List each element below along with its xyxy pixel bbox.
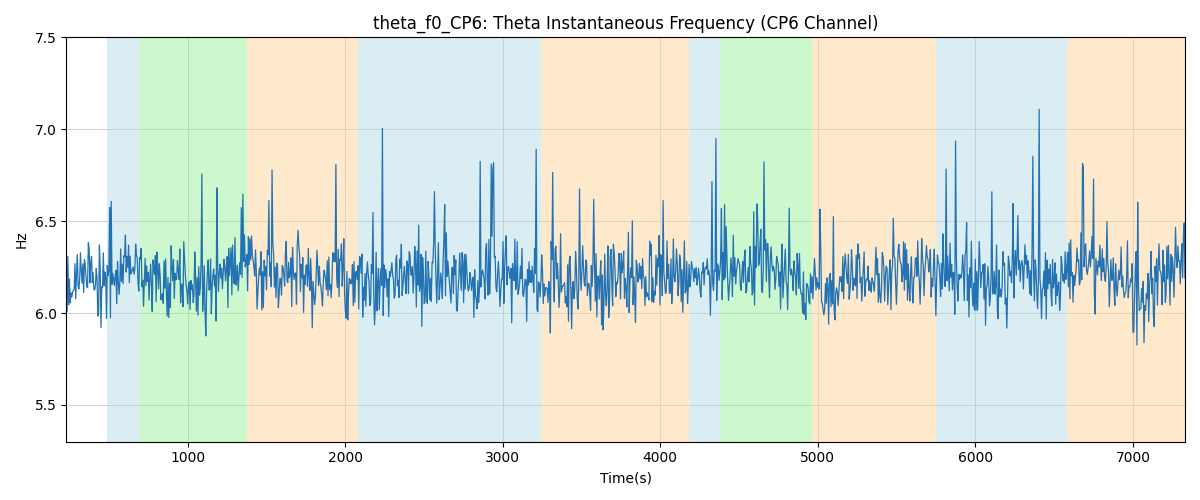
Bar [358, 38, 522, 442]
Bar [107, 38, 140, 442]
Bar [540, 38, 689, 442]
Bar [811, 38, 936, 442]
Bar [720, 38, 811, 442]
Bar [689, 38, 720, 442]
Y-axis label: Hz: Hz [16, 230, 29, 248]
Bar [247, 38, 358, 442]
Title: theta_f0_CP6: Theta Instantaneous Frequency (CP6 Channel): theta_f0_CP6: Theta Instantaneous Freque… [373, 15, 878, 34]
Bar [522, 38, 540, 442]
Bar [936, 38, 1067, 442]
X-axis label: Time(s): Time(s) [600, 471, 652, 485]
Bar [140, 38, 247, 442]
Bar [1067, 38, 1184, 442]
